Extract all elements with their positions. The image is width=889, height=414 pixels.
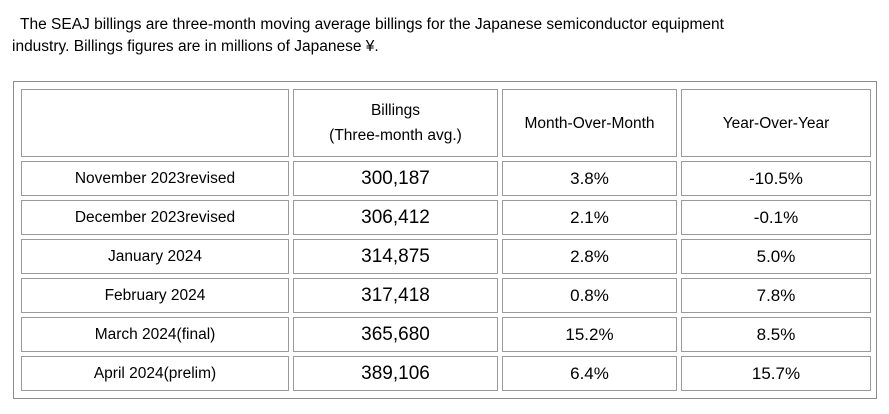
header-billings: Billings (Three-month avg.) bbox=[293, 89, 498, 157]
header-billings-subtitle: (Three-month avg.) bbox=[329, 127, 462, 144]
intro-line-2: industry. Billings figures are in millio… bbox=[12, 38, 379, 55]
header-month-over-month: Month-Over-Month bbox=[502, 89, 677, 157]
table-row: February 2024 317,418 0.8% 7.8% bbox=[21, 278, 871, 313]
header-year-over-year: Year-Over-Year bbox=[681, 89, 871, 157]
billings-table-frame: Billings (Three-month avg.) Month-Over-M… bbox=[13, 81, 877, 399]
header-month bbox=[21, 89, 289, 157]
yoy-cell: -0.1% bbox=[681, 200, 871, 235]
month-cell: April 2024(prelim) bbox=[21, 356, 289, 391]
billings-cell: 365,680 bbox=[293, 317, 498, 352]
table-row: November 2023revised 300,187 3.8% -10.5% bbox=[21, 161, 871, 196]
table-row: April 2024(prelim) 389,106 6.4% 15.7% bbox=[21, 356, 871, 391]
mom-cell: 2.1% bbox=[502, 200, 677, 235]
month-cell: January 2024 bbox=[21, 239, 289, 274]
billings-cell: 314,875 bbox=[293, 239, 498, 274]
billings-cell: 300,187 bbox=[293, 161, 498, 196]
billings-cell: 389,106 bbox=[293, 356, 498, 391]
month-cell: February 2024 bbox=[21, 278, 289, 313]
billings-table: Billings (Three-month avg.) Month-Over-M… bbox=[17, 85, 875, 395]
yoy-cell: 7.8% bbox=[681, 278, 871, 313]
billings-cell: 306,412 bbox=[293, 200, 498, 235]
mom-cell: 3.8% bbox=[502, 161, 677, 196]
yoy-cell: 5.0% bbox=[681, 239, 871, 274]
table-header-row: Billings (Three-month avg.) Month-Over-M… bbox=[21, 89, 871, 157]
table-row: December 2023revised 306,412 2.1% -0.1% bbox=[21, 200, 871, 235]
billings-cell: 317,418 bbox=[293, 278, 498, 313]
yoy-cell: -10.5% bbox=[681, 161, 871, 196]
table-row: January 2024 314,875 2.8% 5.0% bbox=[21, 239, 871, 274]
mom-cell: 6.4% bbox=[502, 356, 677, 391]
mom-cell: 0.8% bbox=[502, 278, 677, 313]
month-cell: March 2024(final) bbox=[21, 317, 289, 352]
header-billings-title: Billings bbox=[370, 102, 421, 119]
mom-cell: 15.2% bbox=[502, 317, 677, 352]
mom-cell: 2.8% bbox=[502, 239, 677, 274]
intro-text: The SEAJ billings are three-month moving… bbox=[12, 14, 872, 58]
intro-line-1: The SEAJ billings are three-month moving… bbox=[20, 16, 724, 33]
table-row: March 2024(final) 365,680 15.2% 8.5% bbox=[21, 317, 871, 352]
month-cell: November 2023revised bbox=[21, 161, 289, 196]
yoy-cell: 8.5% bbox=[681, 317, 871, 352]
month-cell: December 2023revised bbox=[21, 200, 289, 235]
yoy-cell: 15.7% bbox=[681, 356, 871, 391]
